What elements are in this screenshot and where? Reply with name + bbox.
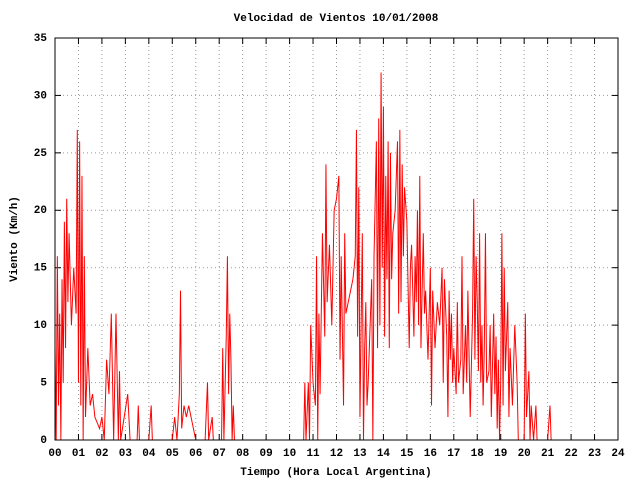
x-tick-label: 19	[494, 448, 507, 460]
x-tick-label: 12	[330, 448, 343, 460]
x-tick-label: 11	[306, 448, 320, 460]
x-tick-label: 10	[283, 448, 296, 460]
y-tick-label: 20	[34, 205, 47, 217]
x-tick-label: 05	[166, 448, 180, 460]
data-line	[54, 72, 552, 441]
x-tick-label: 20	[518, 448, 531, 460]
plot-frame	[54, 37, 619, 441]
x-tick-label: 17	[447, 448, 460, 460]
x-tick-label: 16	[424, 448, 437, 460]
chart-title: Velocidad de Vientos 10/01/2008	[234, 13, 439, 25]
x-tick-label: 08	[236, 448, 250, 460]
y-tick-label: 35	[34, 33, 48, 45]
x-tick-label: 02	[95, 448, 108, 460]
x-tick-label: 06	[189, 448, 202, 460]
y-tick-label: 30	[34, 90, 47, 102]
y-tick-label: 0	[40, 435, 47, 447]
x-tick-label: 23	[588, 448, 602, 460]
y-tick-label: 5	[40, 377, 47, 389]
x-tick-label: 13	[353, 448, 367, 460]
plot	[54, 72, 552, 441]
x-tick-label: 01	[72, 448, 86, 460]
x-tick-label: 07	[213, 448, 226, 460]
x-tick-label: 24	[611, 448, 625, 460]
x-tick-label: 15	[400, 448, 414, 460]
x-tick-label: 04	[142, 448, 156, 460]
y-tick-label: 15	[34, 263, 48, 275]
x-axis-label: Tiempo (Hora Local Argentina)	[240, 467, 431, 479]
x-tick-label: 03	[119, 448, 133, 460]
x-tick-label: 14	[377, 448, 391, 460]
x-tick-label: 21	[541, 448, 555, 460]
x-tick-label: 18	[471, 448, 485, 460]
y-tick-label: 25	[34, 148, 48, 160]
x-tick-label: 22	[564, 448, 577, 460]
x-tick-label: 09	[260, 448, 273, 460]
y-tick-label: 10	[34, 320, 47, 332]
y-axis-label: Viento (Km/h)	[9, 196, 21, 282]
x-tick-label: 00	[48, 448, 61, 460]
